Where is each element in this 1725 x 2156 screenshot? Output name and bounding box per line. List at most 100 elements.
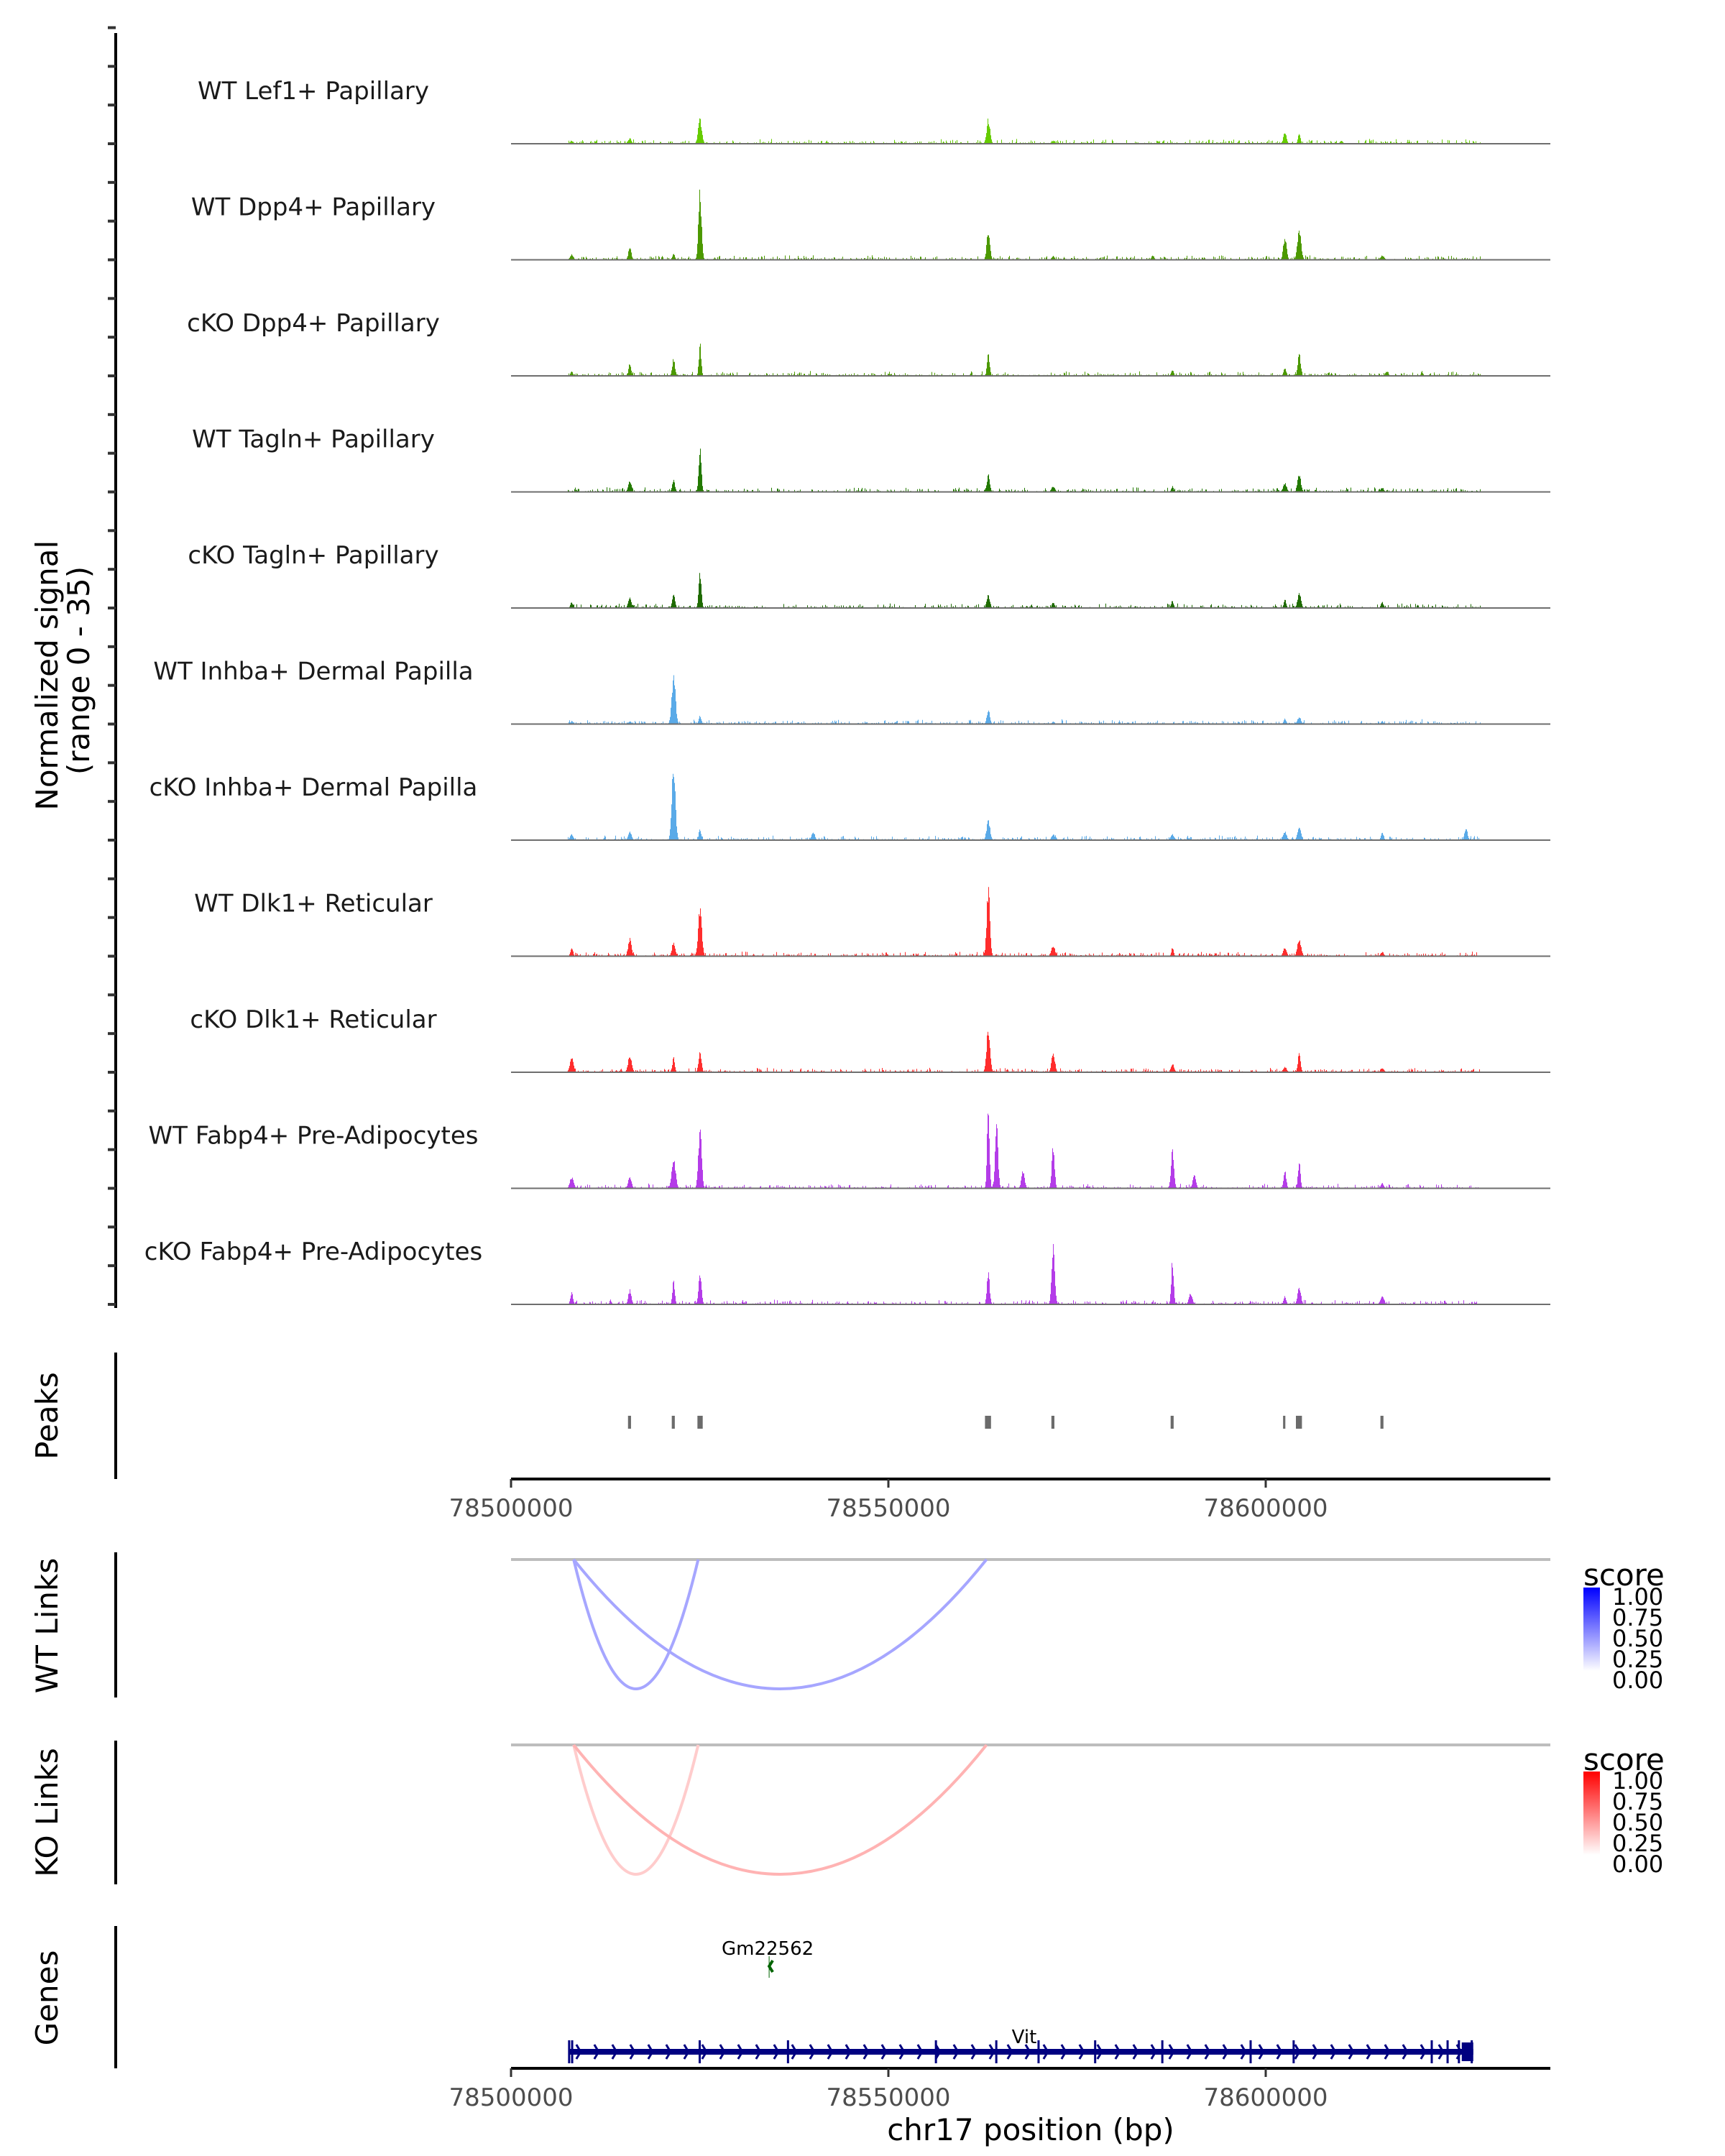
coverage-area: [511, 448, 1550, 492]
strand-arrow-icon: [898, 2044, 906, 2060]
strand-arrow-icon: [773, 2044, 780, 2060]
genes-label: Genes: [29, 1950, 65, 2046]
strand-arrow-icon: [1186, 2044, 1193, 2060]
strand-arrow-icon: [862, 2044, 870, 2060]
x-tick-label: 78550000: [826, 2083, 950, 2112]
exon: [1037, 2040, 1040, 2063]
coverage-track: [511, 189, 1550, 261]
wt-links-label: WT Links: [29, 1558, 65, 1693]
coverage-track: [511, 1113, 1550, 1189]
x-tick-label: 78600000: [1203, 2083, 1328, 2112]
exon: [1446, 2040, 1449, 2063]
legend-title: score: [1583, 1742, 1665, 1777]
strand-arrow-icon: [1096, 2044, 1103, 2060]
coverage-area: [511, 1244, 1550, 1304]
strand-arrow-icon: [1222, 2044, 1229, 2060]
strand-arrow-icon: [1132, 2044, 1139, 2060]
strand-arrow-icon: [1150, 2044, 1157, 2060]
exon: [571, 2040, 574, 2063]
track-label: cKO Fabp4+ Pre-Adipocytes: [144, 1238, 483, 1266]
exon: [1161, 2040, 1164, 2063]
legend-tick-label: 0.00: [1612, 1667, 1663, 1694]
ko-links-label: KO Links: [29, 1748, 65, 1877]
peak-region: [1283, 1416, 1286, 1429]
y-axis-title-line1: Normalized signal: [29, 540, 65, 811]
strand-arrow-icon: [683, 2044, 690, 2060]
exon: [1430, 2040, 1433, 2063]
strand-arrow-icon: [827, 2044, 834, 2060]
exon: [699, 2040, 701, 2063]
coverage-area: [511, 573, 1550, 608]
exon: [934, 2040, 937, 2063]
strand-arrow-icon: [575, 2044, 582, 2060]
strand-arrow-icon: [1258, 2044, 1265, 2060]
strand-arrow-icon: [1420, 2044, 1427, 2060]
strand-arrow-icon: [701, 2044, 708, 2060]
y-axis-title-line2: (range 0 - 35): [61, 566, 96, 775]
exon: [1461, 2042, 1473, 2061]
coverage-track: [511, 448, 1550, 493]
peak-region: [1380, 1416, 1384, 1429]
strand-arrow-icon: [755, 2044, 762, 2060]
coverage-area: [511, 118, 1550, 144]
track-label: cKO Inhba+ Dermal Papilla: [150, 773, 478, 802]
peaks-label: Peaks: [29, 1372, 65, 1460]
legend-tick-label: 0.75: [1612, 1788, 1663, 1815]
legend-tick-label: 0.25: [1612, 1646, 1663, 1673]
strand-arrow-icon: [665, 2044, 672, 2060]
coverage-track: [511, 118, 1550, 144]
strand-arrow-icon: [629, 2044, 636, 2060]
strand-arrow-icon: [880, 2044, 888, 2060]
strand-arrow-icon: [1114, 2044, 1121, 2060]
legend-tick-label: 0.25: [1612, 1830, 1663, 1857]
genes-panel: Genes Gm22562 Vit 78500000 78550000 7860000…: [29, 1926, 1550, 2147]
exon: [1249, 2040, 1252, 2063]
strand-arrow-icon: [791, 2044, 798, 2060]
x-tick-label: 78550000: [826, 1494, 950, 1523]
track-label: cKO Tagln+ Papillary: [188, 541, 438, 570]
peak-region: [627, 1416, 631, 1429]
strand-arrow-icon: [1060, 2044, 1067, 2060]
strand-arrow-icon: [1078, 2044, 1085, 2060]
coverage-area: [511, 1113, 1550, 1189]
coverage-track: [511, 1031, 1550, 1073]
ko-links-panel: KO Links: [29, 1741, 1550, 1884]
x-tick-label: 78500000: [448, 1494, 573, 1523]
strand-arrow-icon: [719, 2044, 726, 2060]
x-tick-label: 78500000: [448, 2083, 573, 2112]
track-label: WT Fabp4+ Pre-Adipocytes: [149, 1122, 479, 1151]
exon: [995, 2040, 998, 2063]
peak-region: [671, 1416, 675, 1429]
strand-arrow-icon: [1366, 2044, 1373, 2060]
strand-arrow-icon: [1312, 2044, 1319, 2060]
strand-arrow-icon: [1330, 2044, 1337, 2060]
legend-tick-label: 0.75: [1612, 1604, 1663, 1631]
track-label: WT Lef1+ Papillary: [198, 77, 429, 106]
coverage-track: [511, 573, 1550, 609]
peaks-panel: Peaks 78500000 78550000 78600000: [29, 1353, 1550, 1523]
track-label: WT Dpp4+ Papillary: [191, 193, 436, 222]
legend-tick-label: 0.50: [1612, 1809, 1663, 1836]
coverage-track: [511, 344, 1550, 377]
exon: [786, 2040, 789, 2063]
coverage-tracks: [511, 118, 1550, 1305]
coverage-track: [511, 1244, 1550, 1305]
strand-arrow-icon: [1402, 2044, 1409, 2060]
peak-region: [1051, 1416, 1054, 1429]
strand-arrow-icon: [647, 2044, 654, 2060]
link-arc: [572, 1743, 988, 1876]
exon: [1458, 2040, 1460, 2063]
track-label: cKO Dpp4+ Papillary: [187, 309, 440, 338]
coverage-area: [511, 344, 1550, 376]
strand-arrow-icon: [970, 2044, 978, 2060]
strand-arrow-icon: [952, 2044, 960, 2060]
ko-score-legend: score 1.000.750.500.250.00: [1583, 1742, 1665, 1878]
track-labels: WT Lef1+ Papillary WT Dpp4+ Papillary cKO …: [144, 77, 483, 1266]
peak-region: [985, 1416, 991, 1429]
strand-arrow-icon: [1042, 2044, 1049, 2060]
peak-region: [1170, 1416, 1174, 1429]
exon: [1094, 2040, 1097, 2063]
legend-colorbar: [1583, 1588, 1600, 1671]
legend-tick-label: 0.00: [1612, 1851, 1663, 1878]
gene-label: Gm22562: [722, 1938, 814, 1960]
